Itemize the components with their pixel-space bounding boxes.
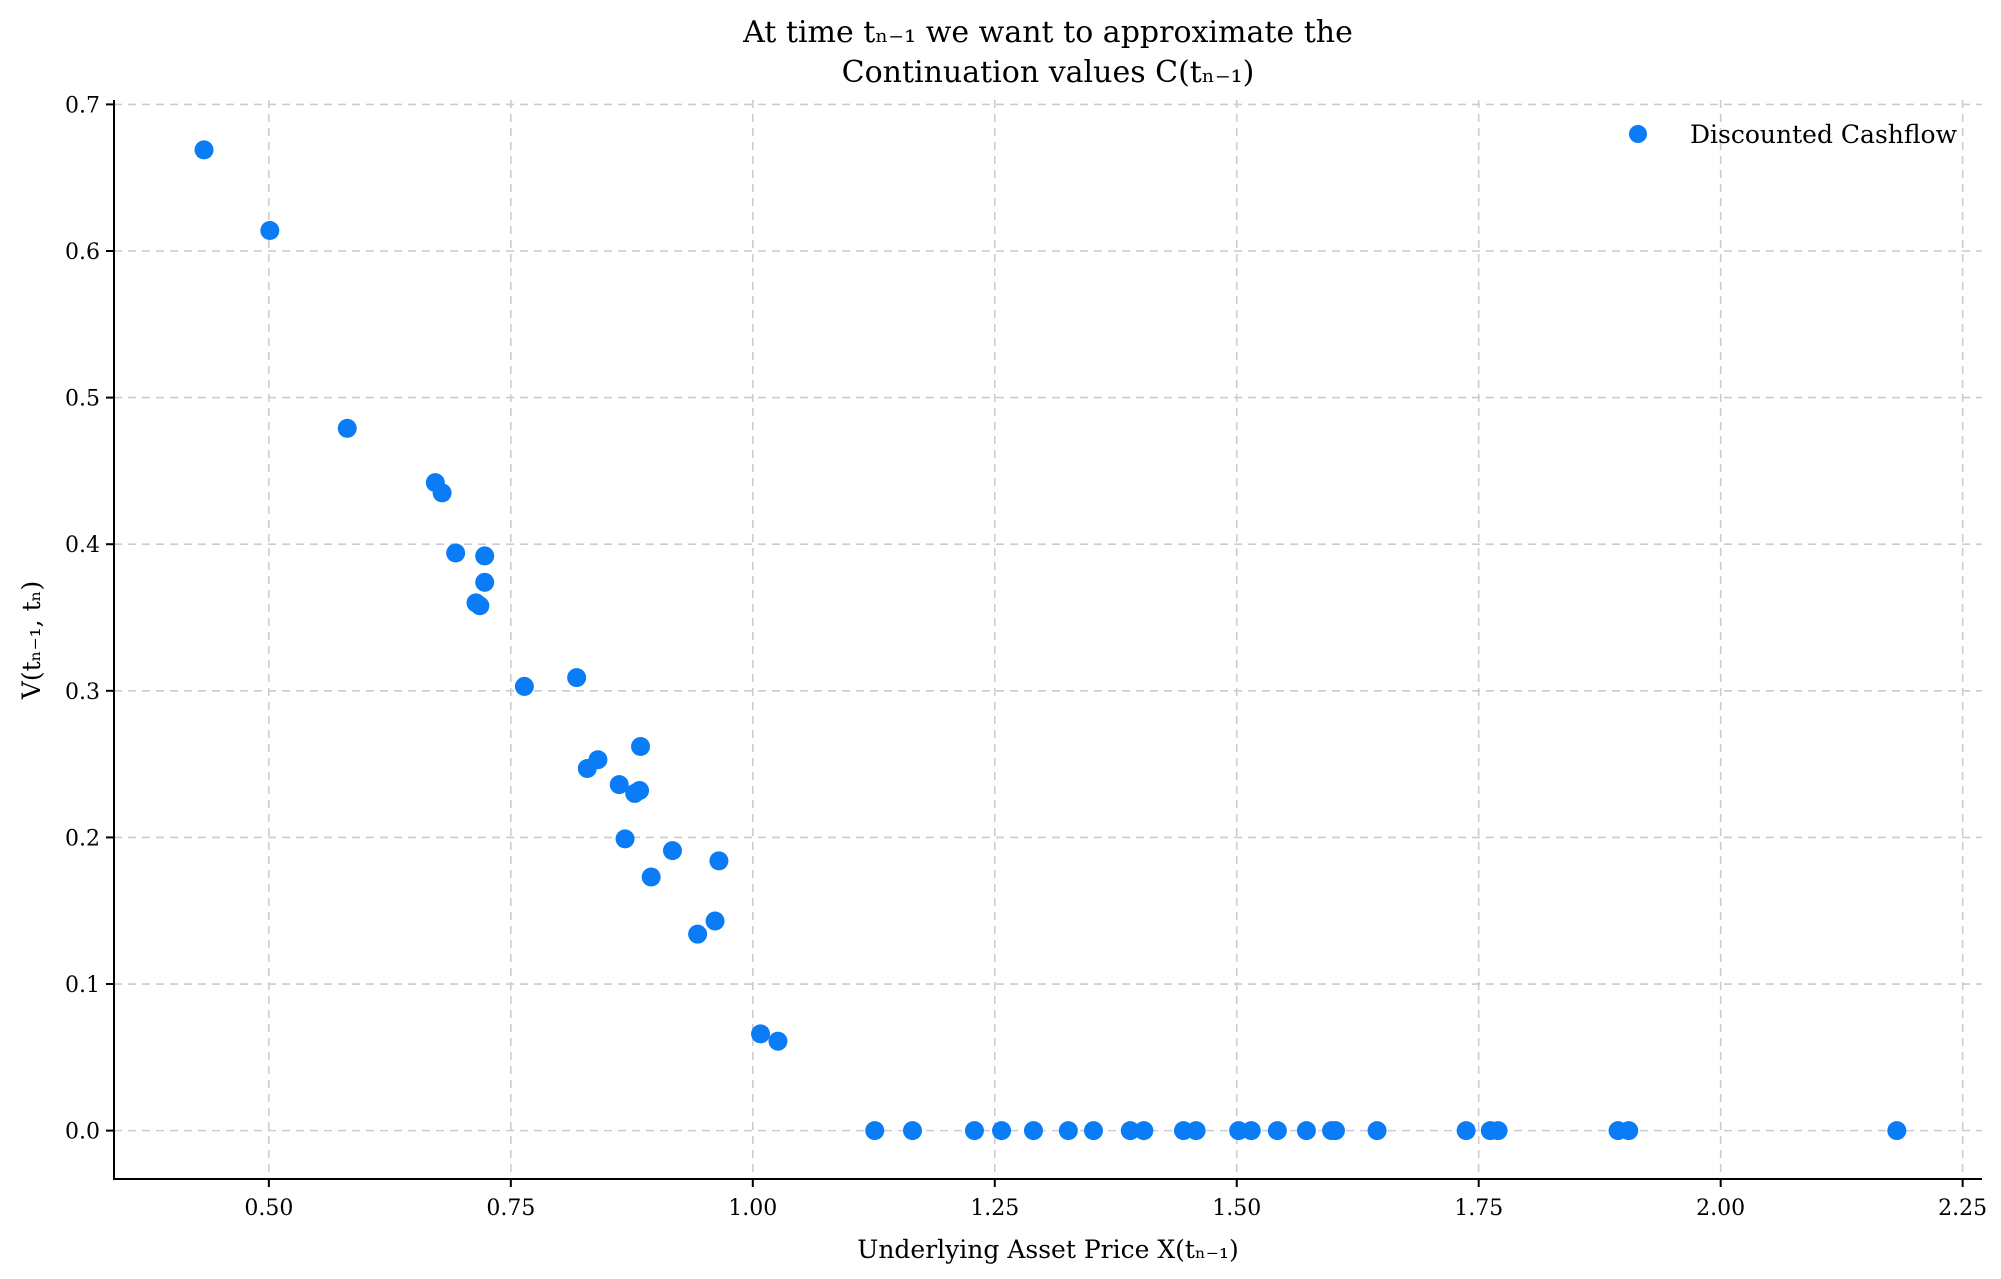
data-point [432,483,452,503]
data-point [1367,1121,1387,1141]
chart-title-line-1: At time tₙ₋₁ we want to approximate the [742,15,1353,50]
x-tick-label: 1.50 [1212,1196,1261,1221]
grid-lines [114,100,1982,1179]
data-point [567,668,587,688]
y-tick-label: 0.7 [65,93,100,118]
data-point [705,911,725,931]
data-point [588,750,608,770]
data-point [630,781,650,801]
x-tick-label: 1.00 [728,1196,777,1221]
y-tick-label: 0.2 [65,826,100,851]
data-point [751,1024,771,1044]
data-point [609,775,629,795]
data-point [1325,1121,1345,1141]
data-point [470,596,490,616]
x-tick-label: 0.50 [244,1196,293,1221]
y-tick-label: 0.3 [65,680,100,705]
x-tick-label: 2.00 [1696,1196,1745,1221]
y-tick-label: 0.0 [65,1120,100,1145]
data-point [475,572,495,592]
y-tick-label: 0.6 [65,240,100,265]
x-axis-label: Underlying Asset Price X(tₙ₋₁) [857,1235,1238,1264]
data-point [1456,1121,1476,1141]
data-point [662,841,682,861]
data-point [1241,1121,1261,1141]
data-point [768,1031,788,1051]
x-tick-label: 1.25 [970,1196,1019,1221]
x-axis-ticks: 0.50 0.75 1.00 1.25 1.50 1.75 2.00 2.25 [244,1179,1987,1221]
y-tick-label: 0.4 [65,533,100,558]
data-point [337,418,357,438]
x-tick-label: 2.25 [1938,1196,1987,1221]
data-point [709,851,729,871]
data-point [1120,1121,1140,1141]
data-point [992,1121,1012,1141]
chart-title-line-2: Continuation values C(tₙ₋₁) [842,55,1255,90]
data-point [615,829,635,849]
data-point [1267,1121,1287,1141]
data-point [964,1121,984,1141]
data-point [1296,1121,1316,1141]
data-point [194,140,214,160]
data-points [194,140,1907,1141]
data-point [631,737,651,757]
data-point [260,220,280,240]
y-axis-label: V(tₙ₋₁, tₙ) [17,581,46,700]
data-point [1058,1121,1078,1141]
data-point [1023,1121,1043,1141]
data-point [641,867,661,887]
data-point [1186,1121,1206,1141]
y-axis-ticks: 0.0 0.1 0.2 0.3 0.4 0.5 0.6 0.7 [65,93,114,1145]
data-point [446,543,466,563]
legend: Discounted Cashflow [1629,120,1958,149]
data-point [902,1121,922,1141]
y-tick-label: 0.1 [65,973,100,998]
data-point [865,1121,885,1141]
data-point [1619,1121,1639,1141]
data-point [1488,1121,1508,1141]
data-point [688,924,708,944]
x-tick-label: 1.75 [1454,1196,1503,1221]
data-point [1083,1121,1103,1141]
data-point [1134,1121,1154,1141]
legend-label: Discounted Cashflow [1690,120,1958,149]
y-tick-label: 0.5 [65,387,100,412]
data-point [514,676,534,696]
x-tick-label: 0.75 [486,1196,535,1221]
legend-marker [1629,125,1647,143]
data-point [1887,1121,1907,1141]
data-point [475,546,495,566]
